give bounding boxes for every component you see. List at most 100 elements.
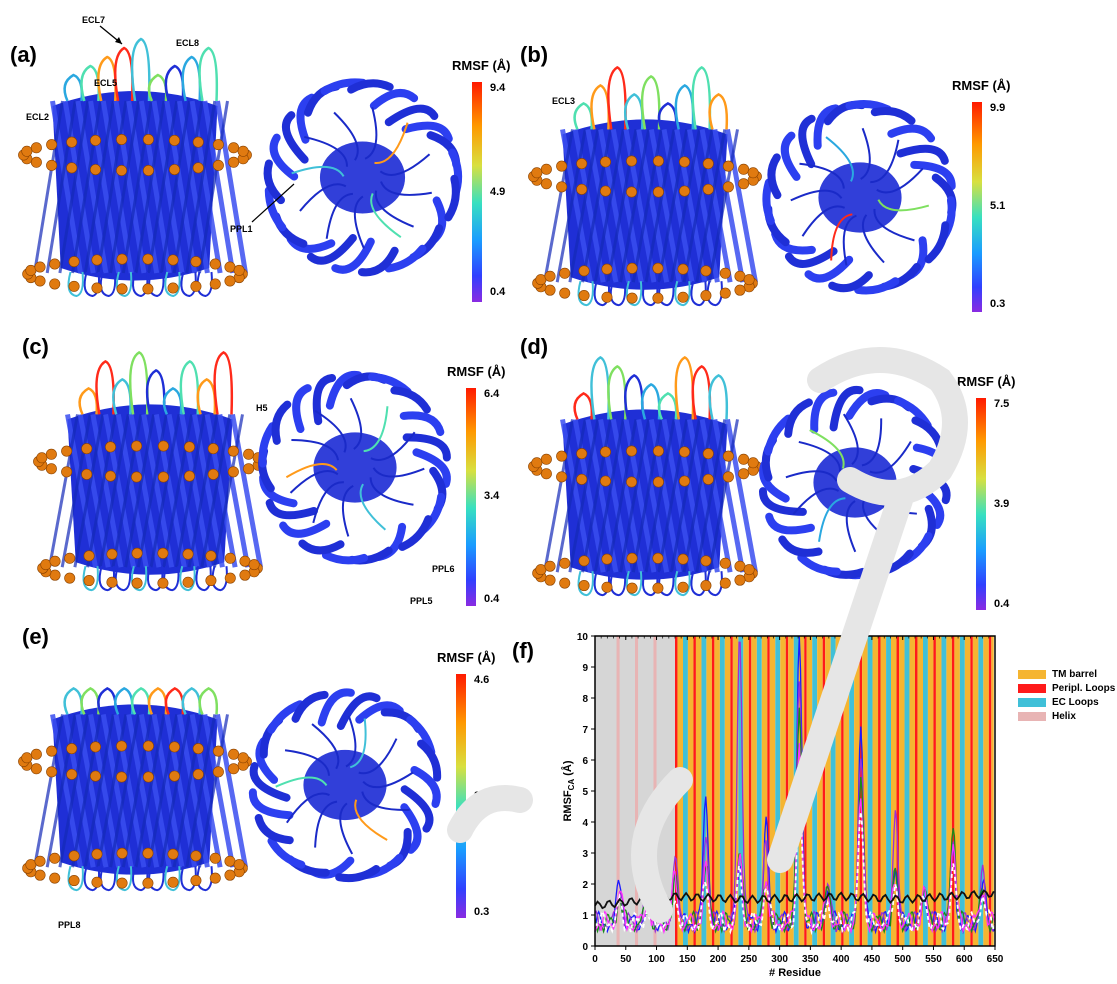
colorbar-e: [456, 674, 466, 918]
region-stripe: [978, 636, 984, 946]
x-tick-label: 100: [648, 954, 665, 965]
panel-label-c: (c): [22, 334, 49, 359]
legend-label: TM barrel: [1052, 669, 1098, 680]
colorbar-max-c: 6.4: [484, 388, 500, 400]
colorbar-title-a: RMSF (Å): [452, 58, 511, 73]
panel-label-f: (f): [512, 638, 534, 663]
region-stripe: [970, 636, 973, 946]
annotation-ppl6: PPL6: [432, 564, 455, 574]
x-tick-label: 250: [741, 954, 758, 965]
annotation-ecl3: ECL3: [552, 96, 576, 106]
y-tick-label: 10: [577, 632, 589, 643]
y-tick-label: 5: [582, 787, 588, 798]
region-stripe: [706, 636, 712, 946]
region-stripe: [695, 636, 702, 946]
x-tick-label: 150: [679, 954, 696, 965]
legend-swatch: [1018, 698, 1046, 707]
x-tick-label: 600: [956, 954, 973, 965]
region-stripe: [983, 636, 989, 946]
region-stripe: [730, 636, 733, 946]
protein-structure-top-d: [759, 386, 951, 580]
region-stripe: [724, 636, 731, 946]
x-tick-label: 550: [925, 954, 942, 965]
legend-swatch: [1018, 684, 1046, 693]
region-stripe: [738, 636, 744, 946]
region-stripe: [701, 636, 707, 946]
y-tick-label: 4: [582, 818, 588, 829]
annotation-ecl8: ECL8: [176, 38, 200, 48]
legend-label: EC Loops: [1052, 697, 1099, 708]
legend-label: Peripl. Loops: [1052, 683, 1116, 694]
colorbar-d: [976, 398, 986, 610]
colorbar-max-e: 4.6: [474, 674, 490, 686]
legend-item-helix: Helix: [1018, 710, 1115, 723]
x-tick-label: 500: [894, 954, 911, 965]
annotation-ppl5: PPL5: [410, 596, 433, 606]
legend-item-peripl-loops: Peripl. Loops: [1018, 682, 1115, 695]
region-stripe: [693, 636, 696, 946]
annotation-ecl7: ECL7: [82, 15, 106, 25]
protein-structure-top-a: [263, 78, 463, 277]
region-stripe: [959, 636, 965, 946]
y-tick-label: 3: [582, 849, 588, 860]
annotation-ppl1: PPL1: [230, 224, 253, 234]
colorbar-max-a: 9.4: [490, 82, 506, 94]
region-stripe: [964, 636, 971, 946]
x-tick-label: 400: [833, 954, 850, 965]
chart-legend: TM barrel Peripl. Loops EC Loops Helix: [1018, 668, 1115, 724]
protein-structure-top-c: [258, 370, 451, 565]
legend-item-ec-loops: EC Loops: [1018, 696, 1115, 709]
helix-band: [635, 636, 639, 946]
x-tick-label: 300: [771, 954, 788, 965]
panel-label-a: (a): [10, 42, 37, 67]
panel-label-d: (d): [520, 334, 549, 359]
colorbar-mid-a: 4.9: [490, 186, 506, 198]
legend-item-tm-barrel: TM barrel: [1018, 668, 1115, 681]
x-tick-label: 200: [710, 954, 727, 965]
region-stripe: [732, 636, 739, 946]
panel-label-e: (e): [22, 624, 49, 649]
x-tick-label: 0: [592, 954, 598, 965]
region-stripe: [991, 636, 994, 946]
y-tick-label: 0: [582, 942, 588, 953]
region-stripe: [946, 636, 952, 946]
protein-structure-side-e: [18, 687, 252, 892]
region-stripe: [719, 636, 725, 946]
region-stripe: [935, 636, 942, 946]
y-tick-label: 2: [582, 880, 588, 891]
region-stripe: [785, 636, 789, 946]
protein-structure-top-b: [762, 100, 957, 295]
series-line: [594, 803, 996, 936]
colorbar-mid-b: 5.1: [990, 200, 1006, 212]
colorbar-min-a: 0.4: [490, 286, 506, 298]
region-stripe: [941, 636, 947, 946]
region-stripe: [951, 636, 955, 946]
colorbar-min-d: 0.4: [994, 598, 1010, 610]
colorbar-mid-d: 3.9: [994, 498, 1010, 510]
region-stripe: [817, 636, 823, 946]
y-tick-label: 1: [582, 911, 588, 922]
colorbar-title-d: RMSF (Å): [957, 374, 1016, 389]
region-stripe: [711, 636, 715, 946]
region-stripe: [761, 636, 768, 946]
region-stripe: [923, 636, 928, 946]
region-stripe: [933, 636, 936, 946]
protein-structure-side-a: [18, 37, 252, 298]
legend-swatch: [1018, 712, 1046, 721]
region-stripe: [927, 636, 934, 946]
region-stripe: [915, 636, 918, 946]
rmsf-chart: 0 50 100 150 200 250 300 350 400 450 500 550 600 650 0…: [561, 632, 1004, 979]
y-axis-label: RMSFCA (Å): [561, 760, 576, 821]
colorbar-b: [972, 102, 982, 312]
region-stripe: [878, 636, 881, 946]
colorbar-mid-e: 2.4: [474, 790, 490, 802]
colorbar-max-b: 9.9: [990, 102, 1006, 114]
protein-structure-side-b: [528, 66, 762, 307]
x-axis-label: # Residue: [769, 967, 821, 979]
annotation-arrow: [99, 25, 123, 45]
region-stripe: [904, 636, 910, 946]
y-tick-label: 7: [582, 725, 588, 736]
annotation-arrow: [251, 183, 295, 223]
colorbar-title-e: RMSF (Å): [437, 650, 496, 665]
y-tick-label: 9: [582, 663, 588, 674]
